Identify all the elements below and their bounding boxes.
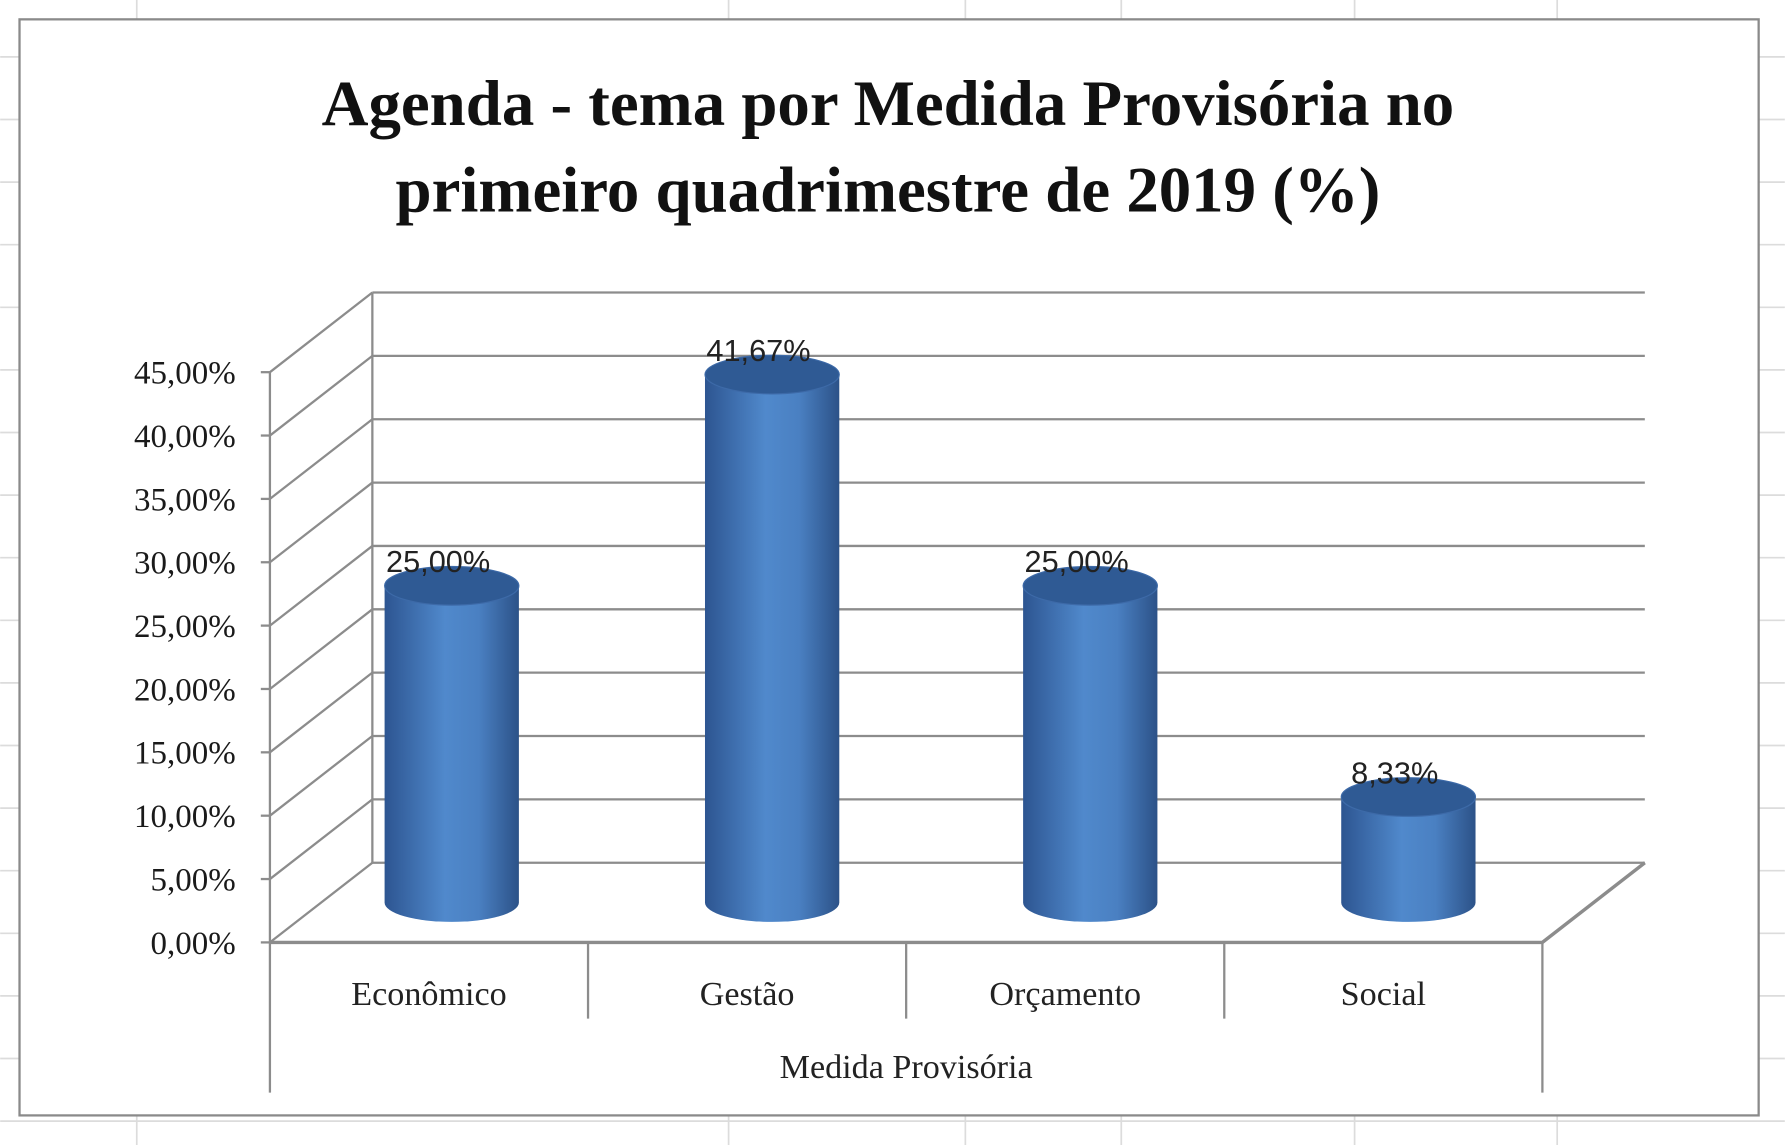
y-tick-label: 30,00% xyxy=(134,546,236,582)
bar-body xyxy=(704,374,840,922)
y-tick-label: 35,00% xyxy=(134,482,236,518)
data-label: 25,00% xyxy=(386,544,490,579)
chart-title-line-2: primeiro quadrimestre de 2019 (%) xyxy=(396,155,1381,227)
y-tick-label: 40,00% xyxy=(134,419,236,455)
data-label: 8,33% xyxy=(1351,755,1438,790)
y-tick-label: 0,00% xyxy=(151,926,236,962)
chart-area xyxy=(18,18,1760,1117)
bar-top xyxy=(1340,777,1477,817)
chart-title-line-1: Agenda - tema por Medida Provisória no xyxy=(322,68,1455,140)
y-tick-label: 5,00% xyxy=(151,862,236,898)
side-wall-gridline xyxy=(269,608,374,690)
x-tick-label: Econômico xyxy=(351,976,506,1013)
y-tick-label: 15,00% xyxy=(134,736,236,772)
x-axis-title: Medida Provisória xyxy=(780,1049,1033,1086)
y-tick-label: 20,00% xyxy=(134,672,236,708)
y-tick-label: 25,00% xyxy=(134,609,236,645)
side-wall-gridline xyxy=(269,481,374,564)
y-tick-label: 45,00% xyxy=(134,356,236,392)
bar xyxy=(1022,565,1158,922)
data-label: 25,00% xyxy=(1025,544,1129,579)
side-wall-gridline xyxy=(269,418,374,500)
bar-body xyxy=(1341,797,1476,922)
bar-body xyxy=(1023,585,1158,922)
x-tick-label: Gestão xyxy=(700,976,795,1013)
side-wall-gridline xyxy=(269,545,374,627)
bar xyxy=(384,565,520,922)
y-tick-label: 10,00% xyxy=(134,799,236,835)
side-wall-gridline xyxy=(269,735,374,817)
side-wall-gridline xyxy=(269,798,374,880)
side-wall-gridline xyxy=(269,354,374,437)
side-wall-gridline xyxy=(269,291,374,374)
side-wall-gridline xyxy=(269,861,374,944)
data-label: 41,67% xyxy=(706,333,810,368)
bar-top xyxy=(704,354,840,395)
plot-area: 0,00% 5,00% 10,00% 15,00% 20,00% 25,00% 30,00%… xyxy=(134,291,1646,1093)
bar xyxy=(1340,777,1477,922)
bar-top xyxy=(384,565,520,606)
bar-body xyxy=(384,585,519,922)
x-tick-label: Orçamento xyxy=(989,976,1141,1013)
bar-top xyxy=(1022,565,1158,606)
x-tick-label: Social xyxy=(1341,976,1426,1013)
side-wall-gridline xyxy=(269,671,374,754)
bar xyxy=(704,354,840,922)
